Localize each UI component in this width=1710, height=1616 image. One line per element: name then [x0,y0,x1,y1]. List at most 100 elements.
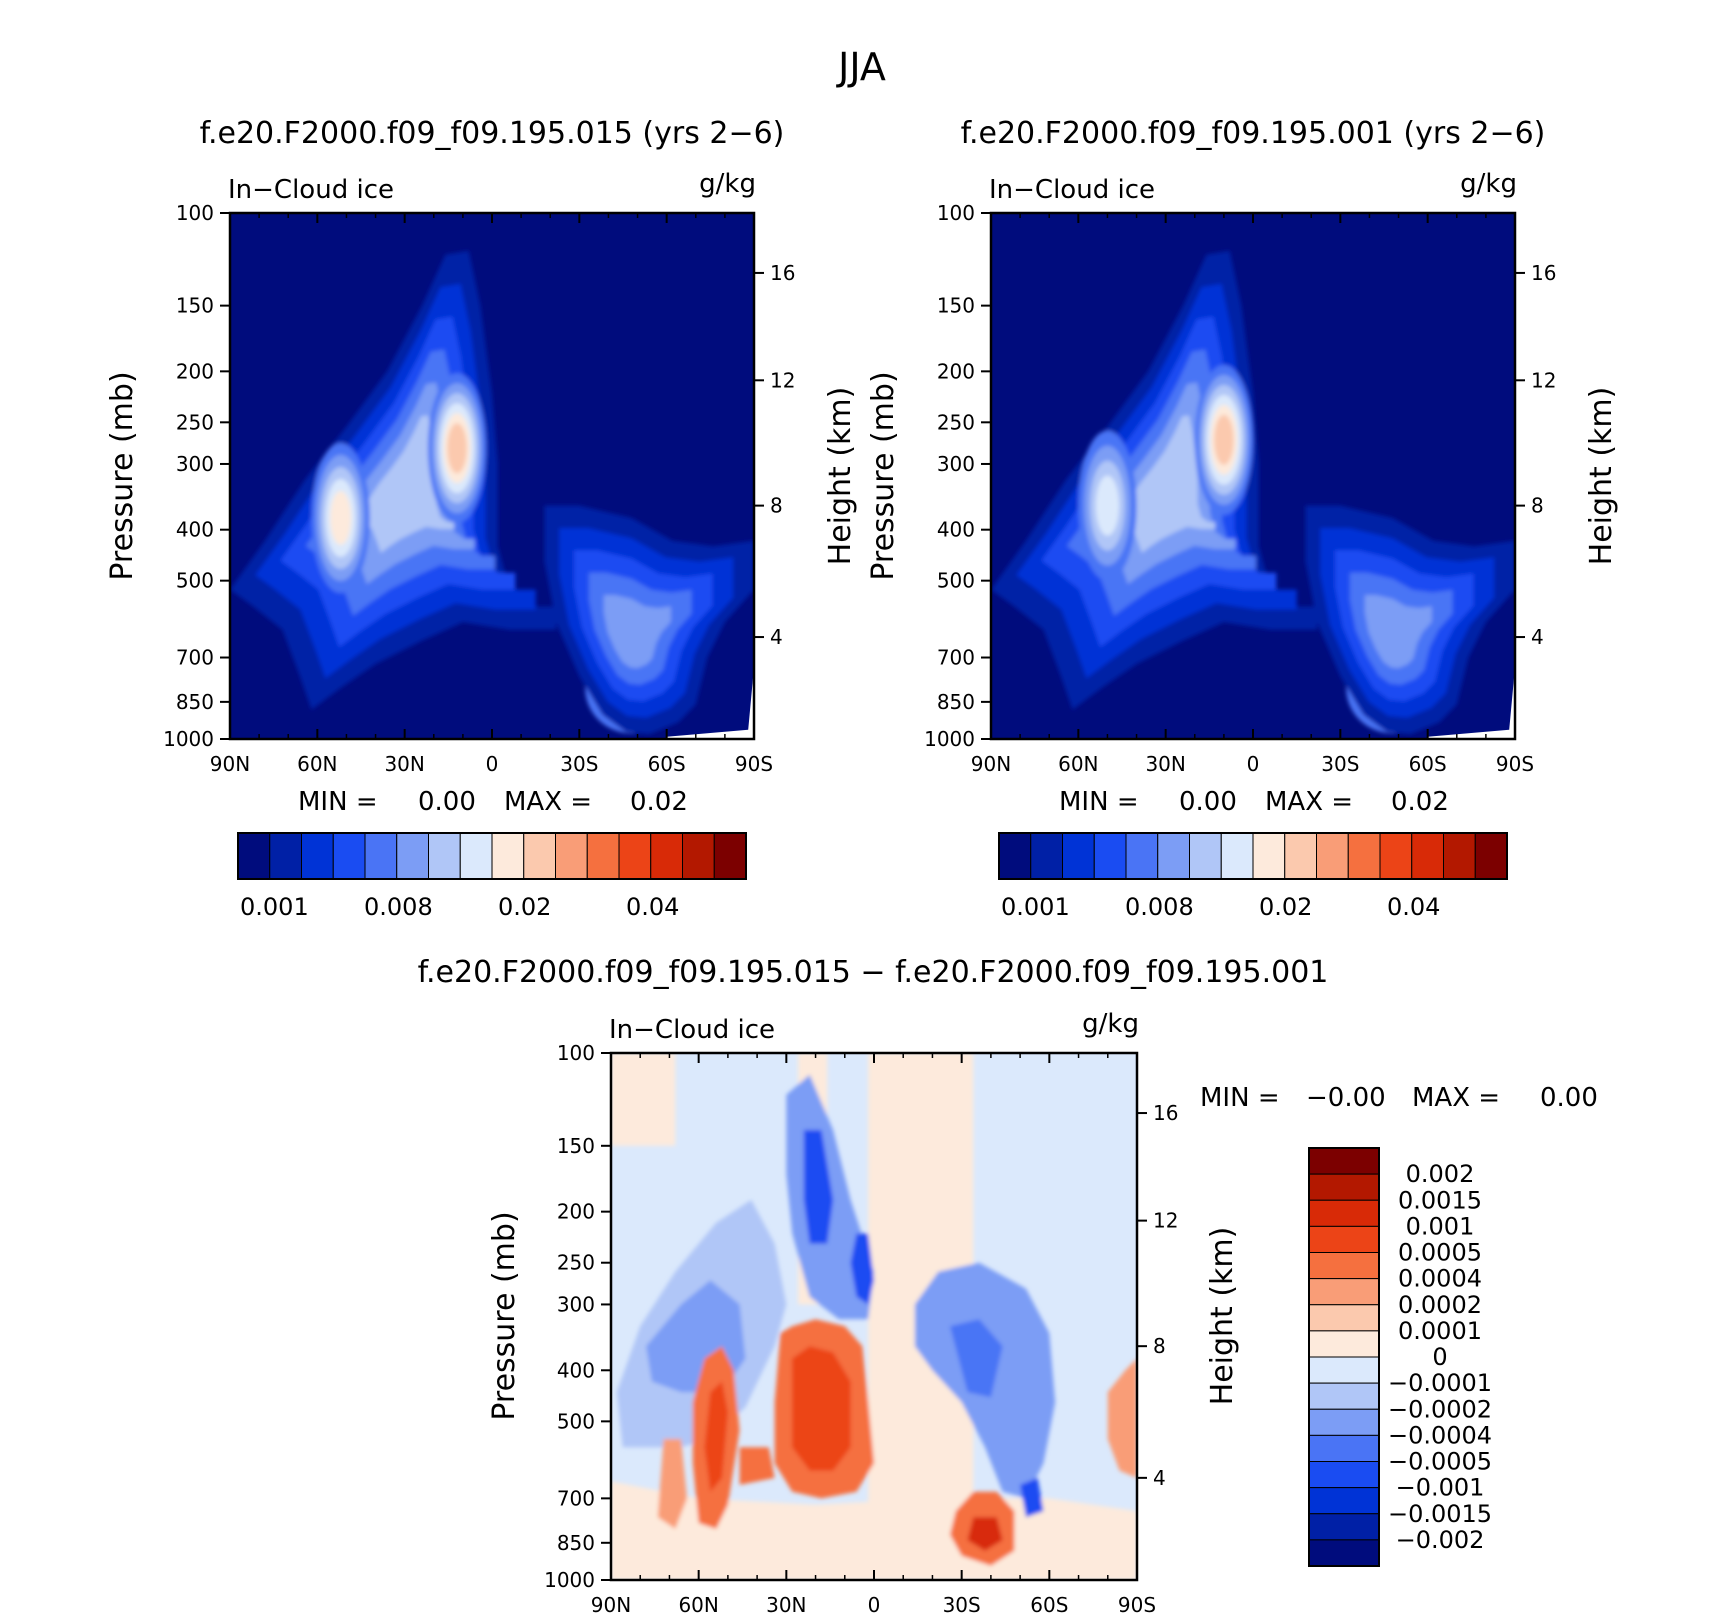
contour-band [967,1517,1003,1551]
y-tick-label: 500 [937,569,975,593]
contour-field [230,213,754,739]
x-tick-label: 90N [971,752,1011,776]
panel-top-right: f.e20.F2000.f09_f09.195.001 (yrs 2−6) In… [866,116,1619,921]
contour-band [1214,414,1234,465]
y-tick-label: 200 [937,359,975,383]
y-tick-label: 1000 [924,727,975,751]
y-tick-label: 200 [557,1200,595,1224]
colorbar-swatch [269,832,302,880]
contour-lobes [611,1053,1137,1580]
y-tick-label: 1000 [163,727,214,751]
colorbar-swatch [1308,1461,1380,1489]
y-tick-label: 150 [557,1134,595,1158]
contour-band [1095,475,1120,536]
y-tick-label: 700 [937,646,975,670]
y-axis-right-label: Height (km) [1584,387,1619,566]
x-tick-label: 60N [678,1593,718,1616]
y-tick-label: 850 [557,1531,595,1555]
colorbar-label: −0.0001 [1388,1369,1492,1397]
panel-top-left: f.e20.F2000.f09_f09.195.015 (yrs 2−6) In… [105,116,858,921]
y-tick-label: 850 [937,690,975,714]
min-value: 0.00 [418,787,476,817]
y-tick-label: 500 [557,1409,595,1433]
x-tick-label: 90S [735,752,773,776]
colorbar-swatch [1308,1199,1380,1227]
y-tick-label: 300 [937,452,975,476]
units-label: g/kg [699,169,756,199]
y-tick-label: 400 [557,1358,595,1382]
contour-band [850,1233,874,1305]
colorbar-swatch [618,832,652,880]
y-tick-label: 250 [557,1251,595,1275]
contour-band [330,490,352,545]
colorbar-swatch [459,832,493,880]
colorbar-label: 0.0004 [1398,1265,1482,1293]
contour-band [611,1053,676,1146]
y-tick-label: 300 [176,452,214,476]
colorbar-swatch [1308,1278,1380,1306]
colorbar-swatch [586,832,620,880]
colorbar [998,832,1508,880]
contour-lobes [991,250,1515,735]
colorbar-label: 0.0001 [1398,1317,1482,1345]
min-label: MIN = [1059,787,1139,817]
y-right-tick-label: 16 [1531,261,1556,285]
y-axis-label: Pressure (mb) [866,371,901,580]
x-tick-label: 60S [1030,1593,1068,1616]
colorbar-swatch [1308,1356,1380,1384]
y-right-tick-label: 8 [770,494,783,518]
y-right-tick-label: 4 [1531,625,1544,649]
max-value: 0.00 [1540,1083,1598,1113]
x-tick-label: 60S [1409,752,1447,776]
x-tick-label: 30N [384,752,424,776]
y-tick-label: 150 [176,294,214,318]
variable-label: In−Cloud ice [609,1015,775,1045]
colorbar-swatch [1411,832,1444,880]
contour-band [704,1381,728,1492]
x-tick-label: 60N [297,752,337,776]
y-right-tick-label: 12 [770,368,795,392]
y-tick-label: 250 [176,410,214,434]
x-tick-label: 90S [1496,752,1534,776]
x-tick-label: 30S [943,1593,981,1616]
max-label: MAX = [504,787,592,817]
y-right-tick-label: 8 [1153,1334,1166,1358]
colorbar-swatch [1093,832,1127,880]
min-label: MIN = [1200,1083,1280,1113]
colorbar-swatch [1252,832,1286,880]
colorbar-swatch [523,832,556,880]
units-label: g/kg [1460,169,1517,199]
colorbar-swatch [1474,832,1508,880]
colorbar-swatch [1284,832,1317,880]
y-right-tick-label: 4 [1153,1466,1166,1490]
colorbar-swatch [1157,832,1190,880]
colorbar-label: 0.02 [498,893,551,921]
y-right-tick-label: 16 [770,261,795,285]
max-label: MAX = [1265,787,1353,817]
colorbar-label: −0.001 [1396,1474,1485,1502]
colorbar-label: 0 [1432,1343,1447,1371]
colorbar-frame [998,832,1508,880]
y-tick-label: 500 [176,569,214,593]
colorbar-swatch [1189,832,1222,880]
panel-title: f.e20.F2000.f09_f09.195.001 (yrs 2−6) [961,116,1546,151]
x-tick-label: 30N [1145,752,1185,776]
colorbar-swatch [1308,1252,1380,1280]
contour-band [950,1319,1003,1398]
y-tick-label: 100 [937,201,975,225]
colorbar-swatch [364,832,398,880]
colorbar-swatch [1308,1147,1380,1175]
y-tick-label: 700 [557,1486,595,1510]
contour-band [657,1439,687,1529]
y-right-tick-label: 4 [770,625,783,649]
y-tick-label: 700 [176,646,214,670]
contour-band [739,1447,775,1485]
colorbar-swatch [1062,832,1095,880]
colorbar-label: −0.0004 [1388,1421,1492,1449]
colorbar-frame [237,832,747,880]
colorbar-swatch [1308,1487,1380,1515]
max-value: 0.02 [630,787,688,817]
colorbar-label: 0.02 [1259,893,1312,921]
panel-difference: f.e20.F2000.f09_f09.195.015 − f.e20.F200… [418,955,1598,1616]
min-label: MIN = [298,787,378,817]
